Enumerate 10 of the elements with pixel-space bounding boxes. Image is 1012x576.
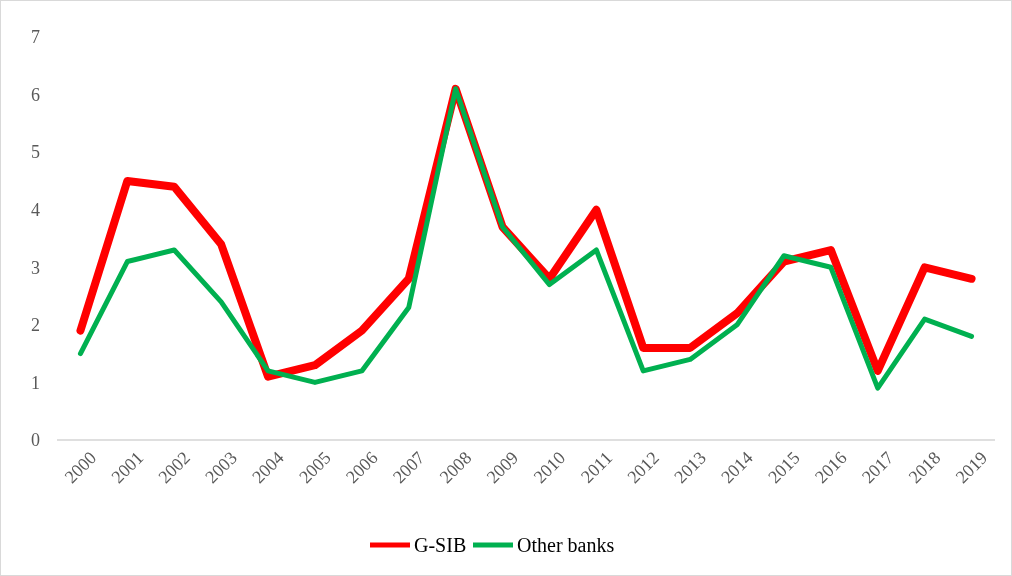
legend-label: G-SIB xyxy=(414,534,467,556)
y-tick-label: 1 xyxy=(31,372,40,393)
y-tick-label: 6 xyxy=(31,84,40,105)
legend-label: Other banks xyxy=(517,534,615,556)
y-tick-label: 3 xyxy=(31,257,40,278)
y-tick-label: 0 xyxy=(31,430,40,451)
y-tick-label: 5 xyxy=(31,142,40,163)
y-tick-label: 7 xyxy=(31,27,40,48)
y-tick-label: 4 xyxy=(31,200,40,221)
y-tick-label: 2 xyxy=(31,315,40,336)
